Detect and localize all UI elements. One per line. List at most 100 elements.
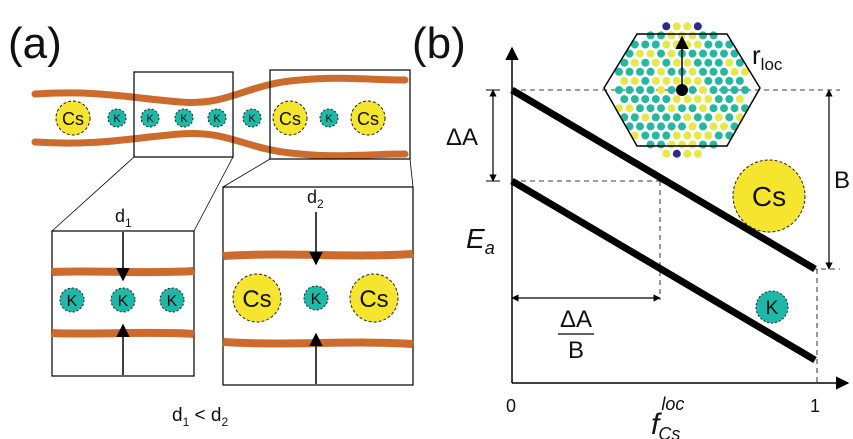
lattice-dot (688, 122, 697, 131)
lattice-dot (688, 67, 697, 76)
b-label: B (834, 167, 850, 194)
enlarged-view-wide: Cs K Cs d2 (222, 186, 414, 386)
ion-cs-label: Cs (359, 286, 388, 313)
ion-k (59, 287, 85, 313)
ion-k (140, 108, 160, 128)
lattice-dot (730, 104, 739, 113)
legend-cs-label: Cs (752, 181, 786, 212)
lattice-dot (646, 122, 655, 131)
enlarged-box-wide (222, 186, 414, 386)
lattice-dot (625, 67, 634, 76)
lattice-dot (730, 49, 739, 58)
enlarged-view-narrow: K K K d1 (51, 206, 195, 377)
lattice-dot (657, 122, 665, 131)
lattice-dot (620, 95, 629, 104)
rloc-label: rloc (752, 40, 783, 74)
panel-a-label: (a) (8, 19, 62, 68)
x-axis-label: floc Cs (651, 394, 684, 439)
lattice-dot (693, 40, 702, 49)
enlarged-box-narrow (51, 230, 195, 377)
relation-label: d1 < d2 (172, 405, 229, 429)
lattice-dot (620, 76, 629, 85)
lattice-dot (704, 40, 713, 49)
ion-cs (55, 100, 91, 136)
zoom-box-narrow (133, 71, 234, 158)
lattice-dot (709, 49, 718, 58)
lattice-dot (657, 86, 665, 94)
ion-k-label: K (325, 113, 333, 125)
membrane-top (222, 250, 414, 260)
lattice-dot (625, 104, 634, 113)
lattice-dot (683, 22, 692, 31)
ion-cs (272, 100, 308, 136)
lattice-dot (636, 49, 644, 58)
lattice-dot (651, 95, 660, 104)
zoom-connector (51, 156, 135, 232)
lattice-dot (678, 140, 686, 149)
lattice-dot (688, 31, 697, 40)
lattice-dot (662, 149, 671, 158)
lattice-dot (688, 49, 697, 58)
zoom-connector (409, 158, 414, 188)
lattice-dot (688, 104, 697, 113)
ion-cs (350, 100, 386, 136)
lattice-dot (667, 140, 676, 149)
lattice-dot (667, 122, 676, 131)
ion-cs (232, 273, 282, 323)
lattice-dot (641, 113, 650, 122)
ion-k-label: K (67, 293, 78, 310)
lattice-dot (693, 131, 702, 140)
d1-label: d1 (115, 206, 132, 230)
lattice-dot (630, 95, 639, 104)
lattice-dot (688, 86, 697, 94)
lattice-dot (630, 58, 639, 67)
lattice-dot (693, 149, 702, 158)
lattice-dot (657, 104, 665, 113)
lattice-dot (662, 131, 671, 140)
fraction-denominator: B (568, 337, 584, 364)
lattice-dot (678, 104, 686, 113)
lattice-dot (683, 113, 692, 122)
lattice-dot (646, 104, 655, 113)
delta-a-label: ΔA (446, 124, 478, 151)
ion-k-label: K (113, 113, 121, 125)
y-axis-label: Ea (466, 223, 495, 258)
lattice-dot (615, 86, 623, 94)
lattice-dot (720, 49, 728, 58)
zoom-box-wide (269, 69, 411, 160)
lattice-dot (720, 86, 728, 94)
x-tick-0: 0 (506, 396, 516, 416)
lattice-dot (730, 67, 739, 76)
ion-k-label: K (213, 113, 221, 125)
lattice-dot (699, 140, 707, 149)
lattice-dot (699, 104, 707, 113)
lattice-dot (657, 67, 665, 76)
lattice-dot (714, 113, 723, 122)
lattice-dot (709, 140, 718, 149)
lattice-dot (672, 40, 681, 49)
lattice-dot (615, 67, 623, 76)
lattice-dot (641, 40, 650, 49)
lattice-dot (693, 22, 702, 31)
lattice-dot (636, 122, 644, 131)
lattice-dot (620, 58, 629, 67)
channel-ions: Cs K K K K K Cs K Cs (55, 100, 386, 136)
lattice-dot (651, 76, 660, 85)
legend-cs-ion (732, 159, 806, 233)
lattice-dot (662, 58, 671, 67)
lattice-dot (625, 86, 634, 94)
lattice-dot (725, 40, 734, 49)
lattice-dot (699, 86, 707, 94)
lattice-dot (646, 49, 655, 58)
ion-cs-label: Cs (357, 109, 379, 129)
lattice-dot (709, 86, 718, 94)
k-energy-line (510, 177, 817, 364)
lattice-dot (625, 49, 634, 58)
lattice-dot (704, 95, 713, 104)
lattice-dot (741, 67, 749, 76)
lattice-dot (709, 122, 718, 131)
ion-k-label: K (311, 291, 322, 308)
panel-b: (b) 0 1 Ea floc Cs ΔA B ΔA B Cs (412, 19, 850, 439)
fraction-numerator: ΔA (560, 306, 592, 333)
